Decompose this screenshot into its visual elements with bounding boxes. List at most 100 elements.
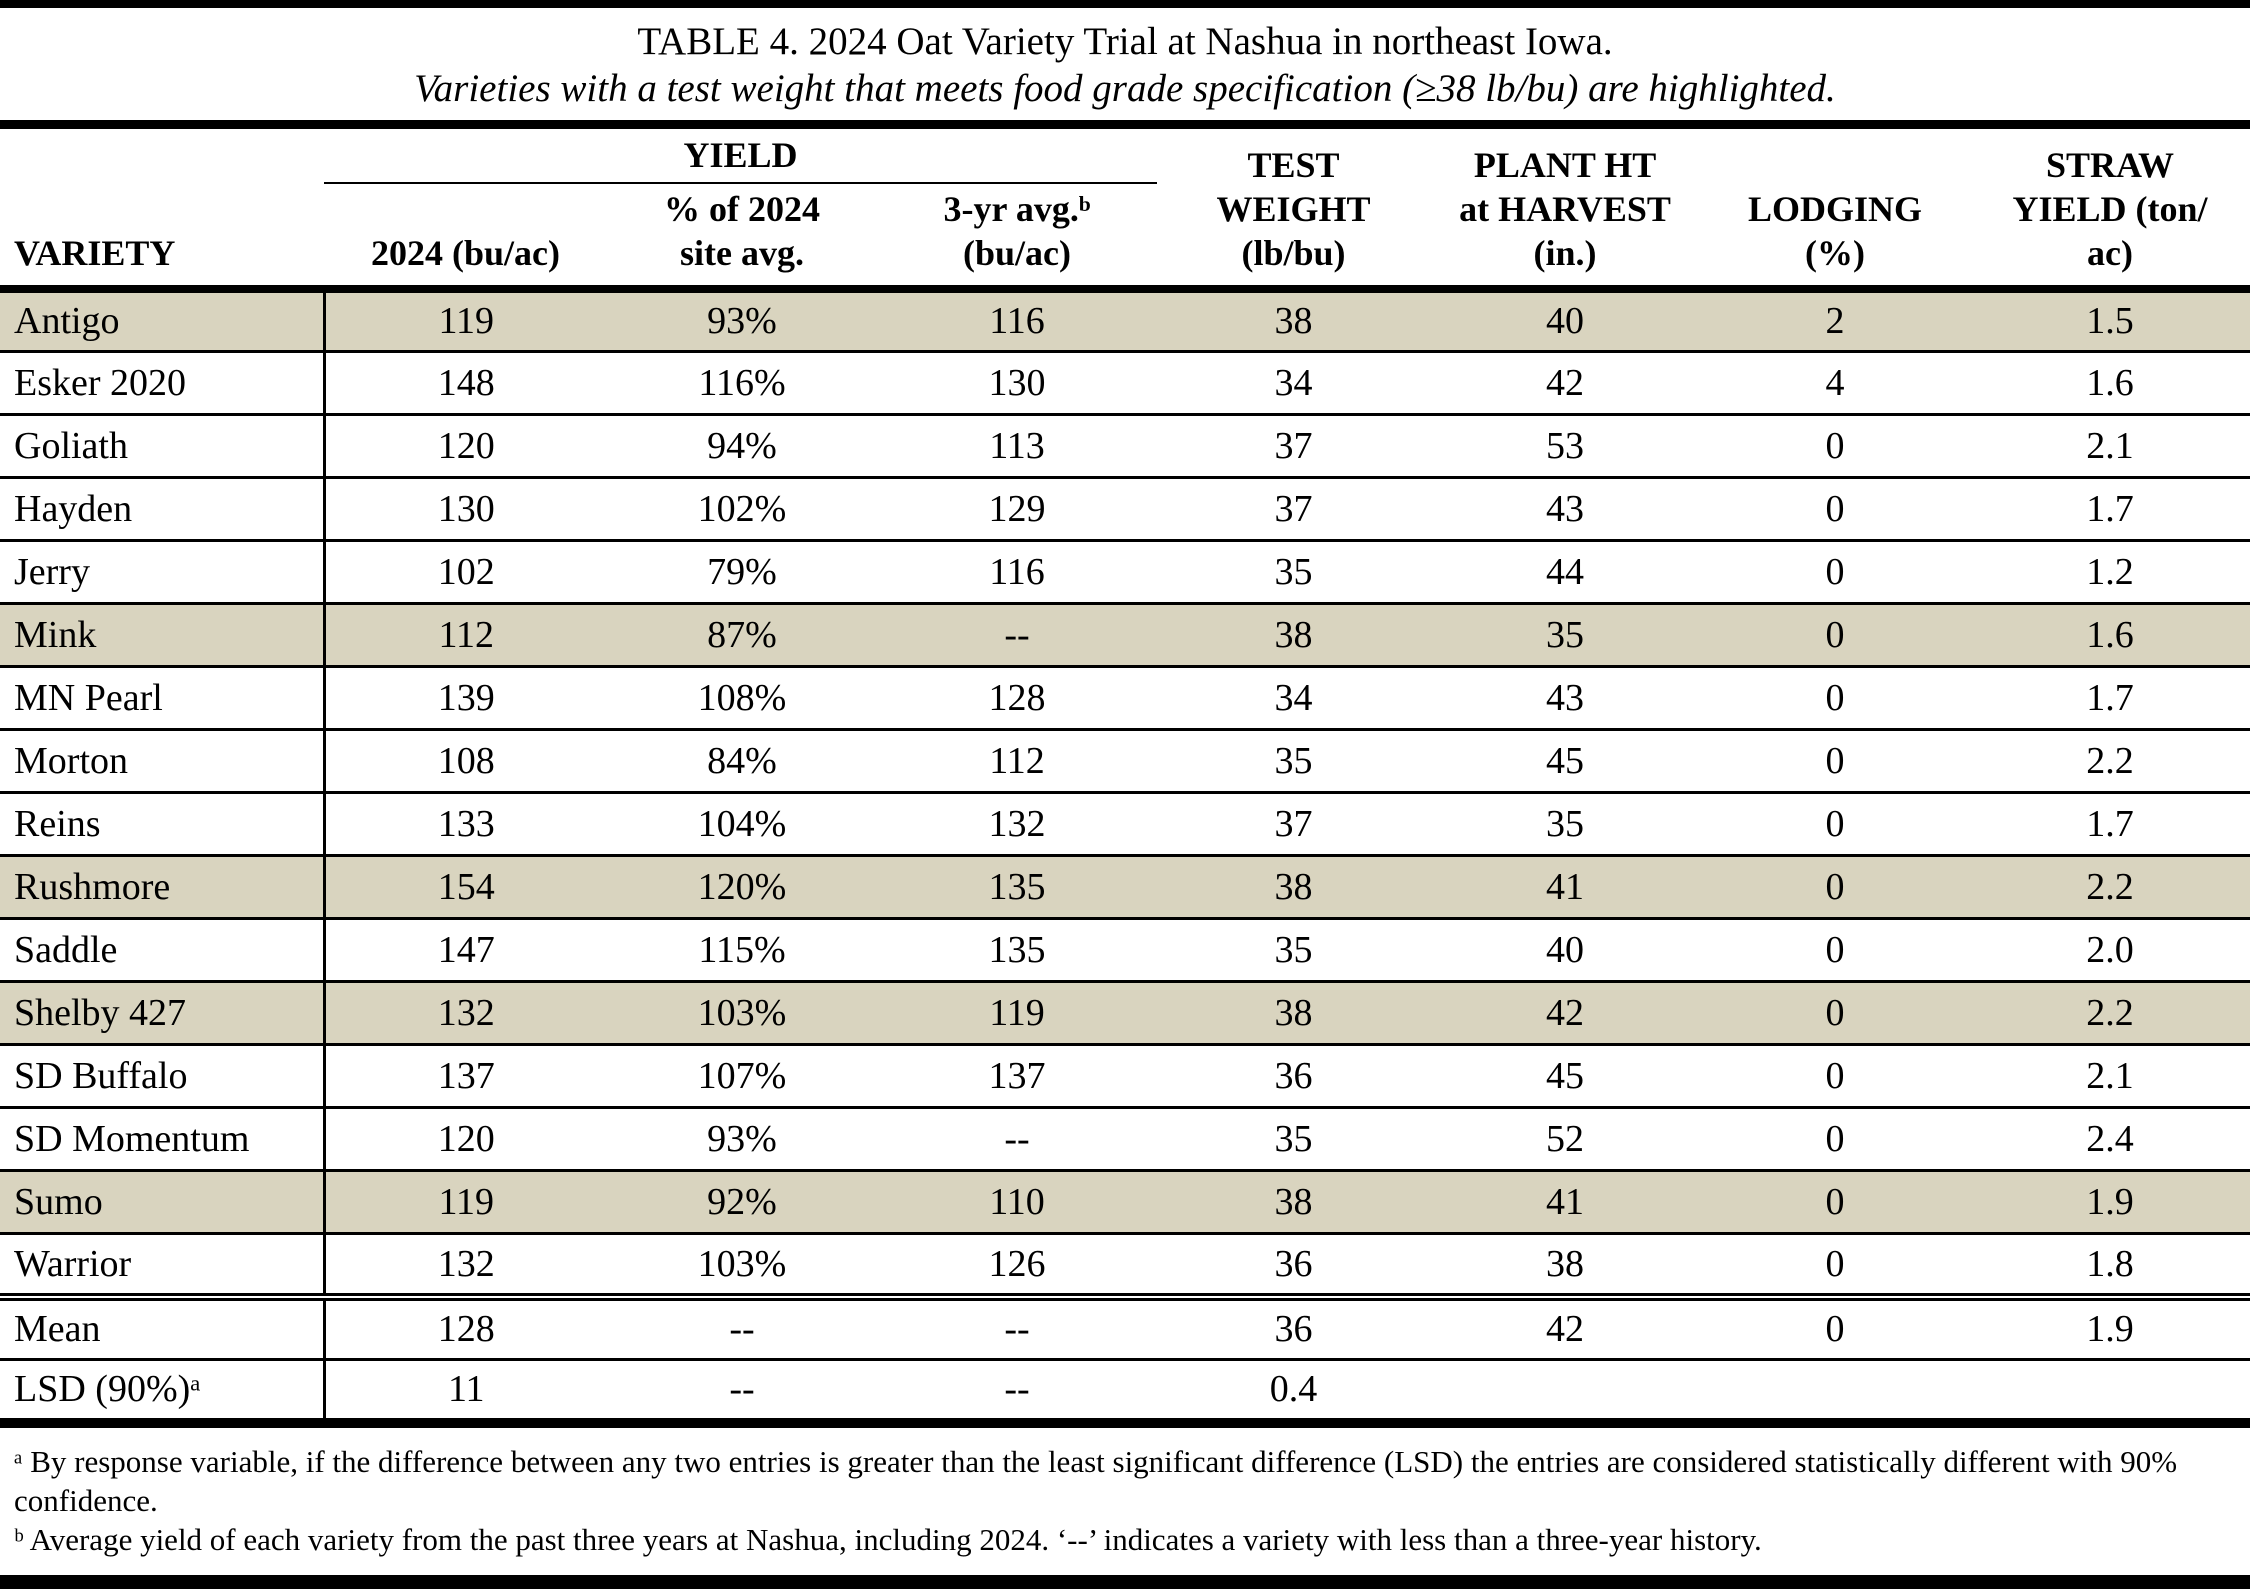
variety-cell: Hayden [0, 477, 326, 542]
value-cell: 120 [324, 414, 607, 479]
table-subtitle: Varieties with a test weight that meets … [414, 67, 1836, 110]
value-cell: 120% [607, 855, 877, 920]
value-cell: 0 [1700, 855, 1971, 920]
value-cell: 92% [607, 1170, 877, 1235]
value-cell: 52 [1430, 1107, 1701, 1172]
value-cell: -- [877, 1359, 1158, 1424]
value-cell: 128 [877, 666, 1158, 731]
value-cell: 94% [607, 414, 877, 479]
variety-trial-table: VARIETY YIELD TEST WEIGHT (lb/bu) PLANT … [0, 120, 2250, 1428]
bottom-border [0, 1575, 2250, 1589]
value-cell: 42 [1430, 981, 1701, 1046]
value-cell: 154 [324, 855, 607, 920]
value-cell: 108 [324, 729, 607, 794]
value-cell: 115% [607, 918, 877, 983]
variety-cell: LSD (90%)ᵃ [0, 1359, 326, 1424]
column-header-yield-2024: 2024 (bu/ac) [371, 232, 560, 273]
value-cell: 79% [607, 540, 877, 605]
value-cell: 0 [1700, 729, 1971, 794]
value-cell: 1.9 [1970, 1292, 2250, 1361]
value-cell: 2.4 [1970, 1107, 2250, 1172]
table-row: Sumo 119 92% 110 38 41 0 1.9 [0, 1170, 2250, 1235]
value-cell: 1.2 [1970, 540, 2250, 605]
value-cell: 0 [1700, 414, 1971, 479]
value-cell: 87% [607, 603, 877, 668]
value-cell: 40 [1430, 288, 1701, 353]
value-cell: 36 [1157, 1044, 1431, 1109]
table-row: SD Momentum 120 93% -- 35 52 0 2.4 [0, 1107, 2250, 1172]
variety-cell: Antigo [0, 288, 326, 353]
table-caption: TABLE 4. 2024 Oat Variety Trial at Nashu… [0, 8, 2250, 120]
value-cell: 37 [1157, 414, 1431, 479]
table-row: Goliath 120 94% 113 37 53 0 2.1 [0, 414, 2250, 479]
value-cell: 135 [877, 918, 1158, 983]
value-cell: 35 [1430, 603, 1701, 668]
table-row: Mean 128 -- -- 36 42 0 1.9 [0, 1292, 2250, 1361]
value-cell: 35 [1157, 540, 1431, 605]
variety-cell: SD Buffalo [0, 1044, 326, 1109]
variety-cell: Shelby 427 [0, 981, 326, 1046]
value-cell: 102% [607, 477, 877, 542]
value-cell: 129 [877, 477, 1158, 542]
value-cell: 147 [324, 918, 607, 983]
value-cell: 0 [1700, 792, 1971, 857]
value-cell: 42 [1430, 351, 1701, 416]
value-cell: 38 [1157, 1170, 1431, 1235]
value-cell: 137 [324, 1044, 607, 1109]
table-row: SD Buffalo 137 107% 137 36 45 0 2.1 [0, 1044, 2250, 1109]
value-cell: 35 [1430, 792, 1701, 857]
value-cell [1970, 1359, 2250, 1424]
variety-cell: Rushmore [0, 855, 326, 920]
value-cell: 103% [607, 1233, 877, 1298]
value-cell: 36 [1157, 1292, 1431, 1361]
value-cell: 35 [1157, 729, 1431, 794]
value-cell: 139 [324, 666, 607, 731]
column-header-plant-height: PLANT HT at HARVEST (in.) [1459, 144, 1671, 273]
value-cell: 0 [1700, 603, 1971, 668]
value-cell: 119 [324, 288, 607, 353]
value-cell: 93% [607, 288, 877, 353]
variety-cell: Sumo [0, 1170, 326, 1235]
value-cell: 0 [1700, 1292, 1971, 1361]
column-header-test-weight: TEST WEIGHT (lb/bu) [1216, 144, 1371, 273]
table-row: Antigo 119 93% 116 38 40 2 1.5 [0, 288, 2250, 353]
value-cell: 43 [1430, 477, 1701, 542]
table-body: Antigo 119 93% 116 38 40 2 1.5 Esker 2020 148 116%… [0, 288, 2250, 1424]
value-cell: -- [877, 1107, 1158, 1172]
value-cell: 116% [607, 351, 877, 416]
table-row: Jerry 102 79% 116 35 44 0 1.2 [0, 540, 2250, 605]
header-group-row: VARIETY YIELD TEST WEIGHT (lb/bu) PLANT … [0, 124, 2250, 273]
table-row: LSD (90%)ᵃ 11 -- -- 0.4 [0, 1359, 2250, 1424]
value-cell: 1.6 [1970, 603, 2250, 668]
value-cell: -- [877, 1292, 1158, 1361]
value-cell: 1.5 [1970, 288, 2250, 353]
value-cell: 112 [324, 603, 607, 668]
table-row: Morton 108 84% 112 35 45 0 2.2 [0, 729, 2250, 794]
value-cell: 0 [1700, 477, 1971, 542]
variety-cell: Reins [0, 792, 326, 857]
value-cell: 37 [1157, 792, 1431, 857]
value-cell: 113 [877, 414, 1158, 479]
value-cell: 2.2 [1970, 729, 2250, 794]
value-cell: 2.2 [1970, 981, 2250, 1046]
value-cell: 1.7 [1970, 477, 2250, 542]
value-cell: 45 [1430, 729, 1701, 794]
value-cell: 38 [1430, 1233, 1701, 1298]
value-cell: 93% [607, 1107, 877, 1172]
value-cell: 130 [877, 351, 1158, 416]
table-row: Esker 2020 148 116% 130 34 42 4 1.6 [0, 351, 2250, 416]
value-cell: 132 [324, 981, 607, 1046]
value-cell: 120 [324, 1107, 607, 1172]
value-cell: 148 [324, 351, 607, 416]
column-group-yield: YIELD [324, 124, 1158, 184]
value-cell: 0 [1700, 1170, 1971, 1235]
variety-cell: Goliath [0, 414, 326, 479]
value-cell: 107% [607, 1044, 877, 1109]
value-cell: 132 [877, 792, 1158, 857]
value-cell: 2.1 [1970, 414, 2250, 479]
value-cell: 119 [324, 1170, 607, 1235]
value-cell: 0.4 [1157, 1359, 1431, 1424]
variety-cell: Mean [0, 1292, 326, 1361]
header-columns-row: 2024 (bu/ac) % of 2024 site avg. 3-yr av… [0, 183, 2250, 289]
value-cell: 108% [607, 666, 877, 731]
